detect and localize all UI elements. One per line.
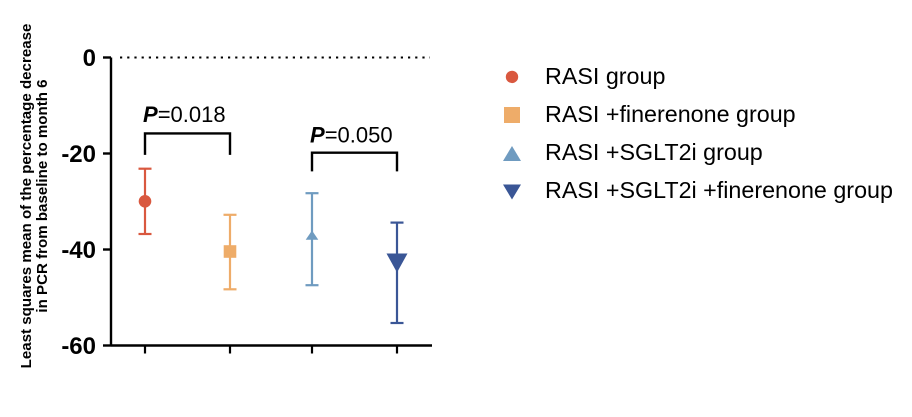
svg-text:-40: -40	[61, 237, 96, 264]
svg-text:RASI +SGLT2i +finerenone group: RASI +SGLT2i +finerenone group	[545, 177, 893, 203]
svg-text:0: 0	[83, 45, 96, 72]
svg-text:RASI +SGLT2i group: RASI +SGLT2i group	[545, 139, 763, 165]
svg-text:RASI +finerenone group: RASI +finerenone group	[545, 101, 796, 127]
svg-text:Least squares mean of the perc: Least squares mean of the percentage dec…	[18, 24, 35, 369]
svg-text:-20: -20	[61, 141, 96, 168]
svg-text:P=0.050: P=0.050	[310, 123, 393, 148]
svg-text:RASI group: RASI group	[545, 63, 665, 89]
svg-text:P=0.018: P=0.018	[143, 102, 226, 127]
svg-text:-60: -60	[61, 333, 96, 360]
svg-text:in PCR from baseline to month: in PCR from baseline to month 6	[34, 79, 51, 312]
